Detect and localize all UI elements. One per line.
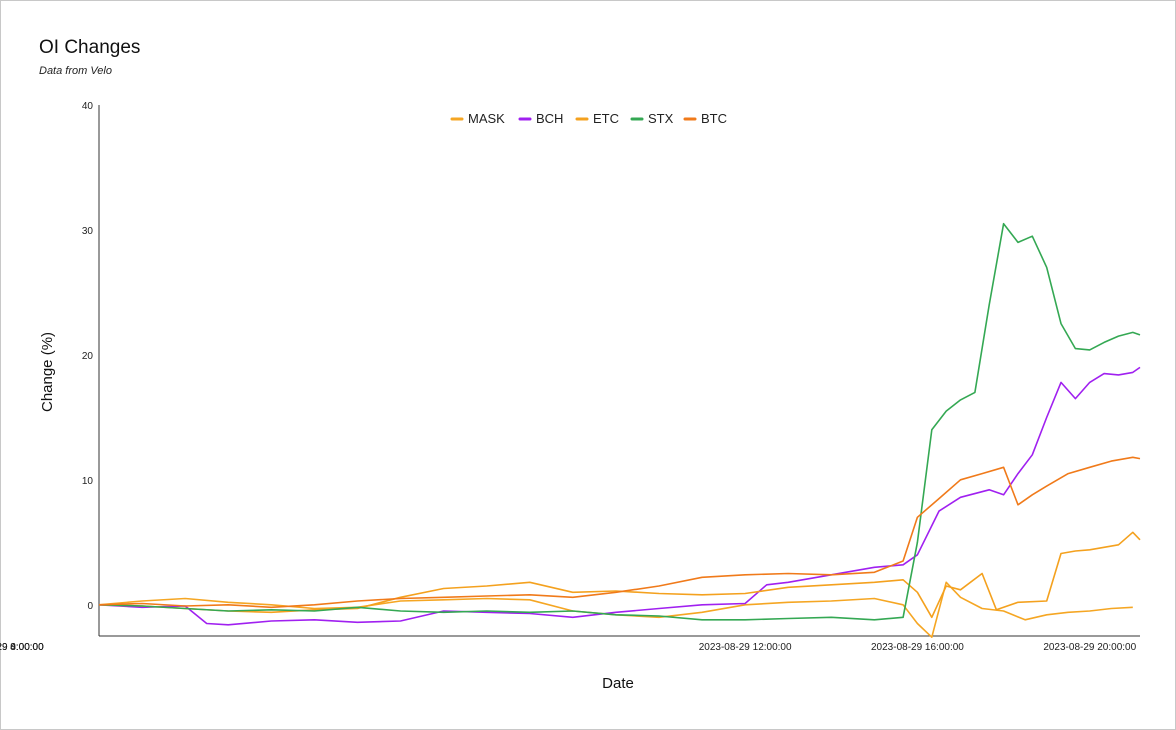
series-line-stx: [98, 222, 1141, 621]
y-tick-label: 20: [82, 351, 94, 362]
legend-item-stx[interactable]: STX: [630, 111, 674, 126]
legend-label: BCH: [536, 111, 563, 126]
x-tick-label: 2023-08-29 0:00:00: [0, 642, 44, 653]
chart-legend[interactable]: MASK BCH ETC STX BTC: [450, 111, 727, 126]
y-tick-label: 30: [82, 226, 94, 237]
legend-label: STX: [648, 111, 674, 126]
series-line-bch: [98, 366, 1141, 626]
y-tick-label: 40: [82, 101, 94, 112]
legend-item-btc[interactable]: BTC: [683, 111, 727, 126]
series-line-mask: [98, 581, 1133, 638]
x-tick-label: 2023-08-29 4:00:00: [0, 642, 44, 653]
legend-item-mask[interactable]: MASK: [450, 111, 505, 126]
x-tick-label: 2023-08-29 8:00:00: [0, 642, 44, 653]
legend-item-bch[interactable]: BCH: [518, 111, 563, 126]
legend-label: MASK: [468, 111, 505, 126]
chart-lines: [98, 222, 1141, 638]
series-line-btc: [98, 456, 1141, 609]
x-tick-label: 2023-08-29 20:00:00: [1043, 642, 1136, 653]
legend-label: BTC: [701, 111, 727, 126]
y-tick-label: 10: [82, 476, 94, 487]
legend-item-etc[interactable]: ETC: [575, 111, 619, 126]
y-tick-label: 0: [87, 601, 93, 612]
chart-subtitle: Data from Velo: [39, 65, 112, 77]
y-axis-label: Change (%): [39, 332, 56, 412]
x-axis-label: Date: [602, 675, 634, 692]
chart-title: OI Changes: [39, 37, 141, 58]
legend-label: ETC: [593, 111, 619, 126]
x-tick-label: 2023-08-29 12:00:00: [699, 642, 792, 653]
x-tick-label: 2023-08-29 16:00:00: [871, 642, 964, 653]
